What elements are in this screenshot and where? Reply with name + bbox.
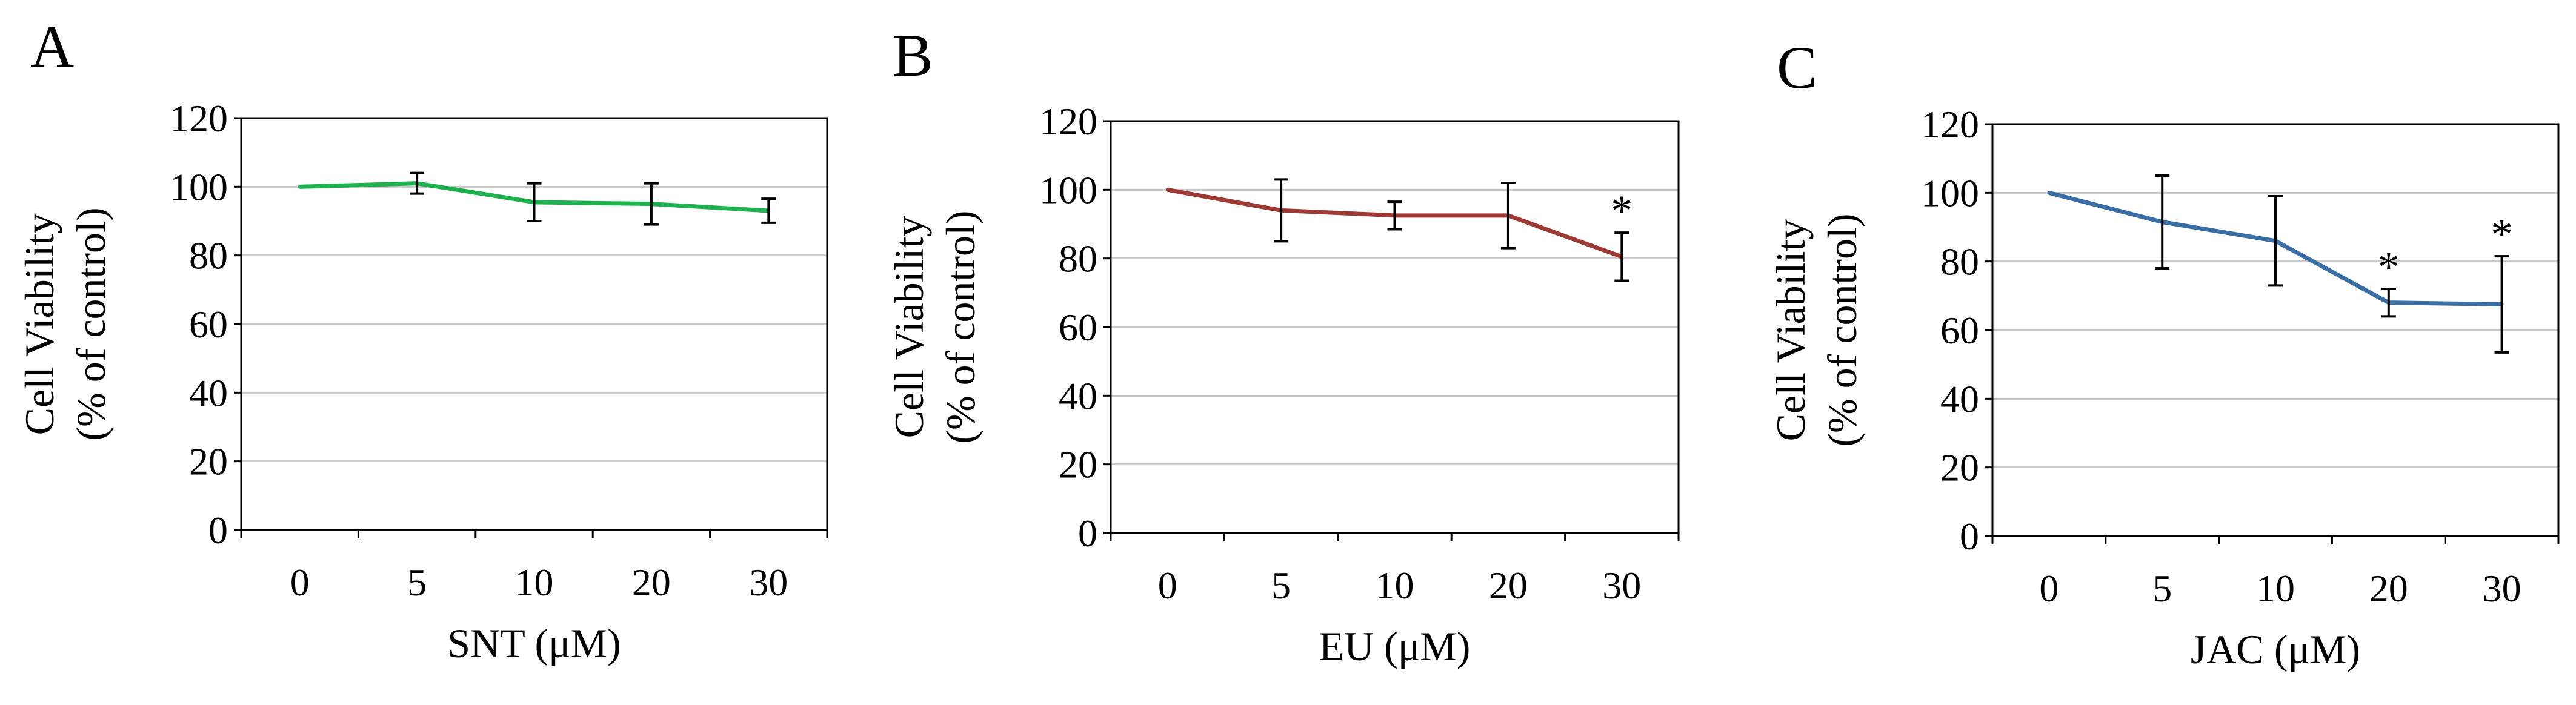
data-point: [298, 185, 302, 189]
panel-label: C: [1777, 34, 1817, 101]
data-point: [2047, 191, 2051, 195]
y-tick-label: 40: [1059, 374, 1097, 417]
y-tick-label: 100: [1921, 171, 1979, 214]
significance-marker: *: [2378, 243, 2400, 291]
x-tick-label: 20: [2369, 567, 2408, 610]
y-axis-title-sub: (% of control): [937, 210, 983, 443]
y-tick-label: 60: [1940, 309, 1979, 352]
x-tick-label: 0: [2039, 567, 2058, 610]
x-axis-title: JAC (μM): [2191, 626, 2360, 672]
x-tick-label: 10: [515, 561, 554, 604]
panel-label: B: [893, 22, 933, 89]
y-axis-title: Cell Viability: [886, 216, 932, 439]
x-tick-label: 0: [290, 561, 310, 604]
y-tick-label: 80: [189, 234, 228, 277]
significance-marker: *: [1611, 187, 1632, 235]
x-tick-label: 30: [1602, 564, 1641, 607]
data-point: [1165, 188, 1170, 192]
x-axis-title: SNT (μM): [447, 620, 621, 666]
y-tick-label: 120: [170, 97, 228, 140]
y-tick-label: 120: [1039, 100, 1097, 143]
y-tick-label: 40: [189, 371, 228, 414]
y-tick-label: 60: [1059, 306, 1097, 349]
y-tick-label: 100: [1039, 168, 1097, 211]
x-tick-label: 30: [2483, 567, 2521, 610]
x-tick-label: 0: [1158, 564, 1177, 607]
x-tick-label: 5: [1271, 564, 1291, 607]
x-tick-label: 20: [1489, 564, 1528, 607]
y-tick-label: 0: [1078, 512, 1097, 555]
x-tick-label: 5: [2152, 567, 2172, 610]
y-axis-title-sub: (% of control): [68, 207, 114, 440]
y-tick-label: 20: [189, 440, 228, 483]
y-tick-label: 100: [170, 165, 228, 208]
y-tick-label: 20: [1940, 446, 1979, 489]
significance-marker: *: [2491, 210, 2513, 259]
y-tick-label: 60: [189, 303, 228, 346]
y-tick-label: 80: [1059, 237, 1097, 280]
chart-panel-c: C 0 20 40 60 80 100 120 0 5 10 20 30 JAC (μM) Cell Via…: [1768, 34, 2560, 672]
x-tick-label: 5: [407, 561, 427, 604]
y-axis-title: Cell Viability: [16, 213, 62, 435]
y-axis-title: Cell Viability: [1768, 219, 1814, 442]
x-tick-label: 20: [632, 561, 671, 604]
chart-panel-b: B 0 20 40 60 80 100 120 0 5 10 20 30 EU (μM) Cell Viab…: [886, 22, 1680, 669]
panel-label: A: [30, 13, 74, 80]
y-tick-label: 40: [1940, 377, 1979, 420]
y-axis-title-sub: (% of control): [1819, 213, 1865, 446]
y-tick-label: 120: [1921, 103, 1979, 146]
y-tick-label: 80: [1940, 240, 1979, 283]
chart-panel-a: A 0 20 40 60 80 100 120 0 5 10 20 30 SNT (μM) Cell Via…: [16, 13, 828, 666]
y-tick-label: 20: [1059, 443, 1097, 486]
x-axis-title: EU (μM): [1319, 623, 1471, 669]
x-tick-label: 10: [2256, 567, 2295, 610]
y-tick-label: 0: [1960, 515, 1979, 558]
y-tick-label: 0: [208, 509, 228, 552]
x-tick-label: 10: [1376, 564, 1414, 607]
x-tick-label: 30: [749, 561, 788, 604]
